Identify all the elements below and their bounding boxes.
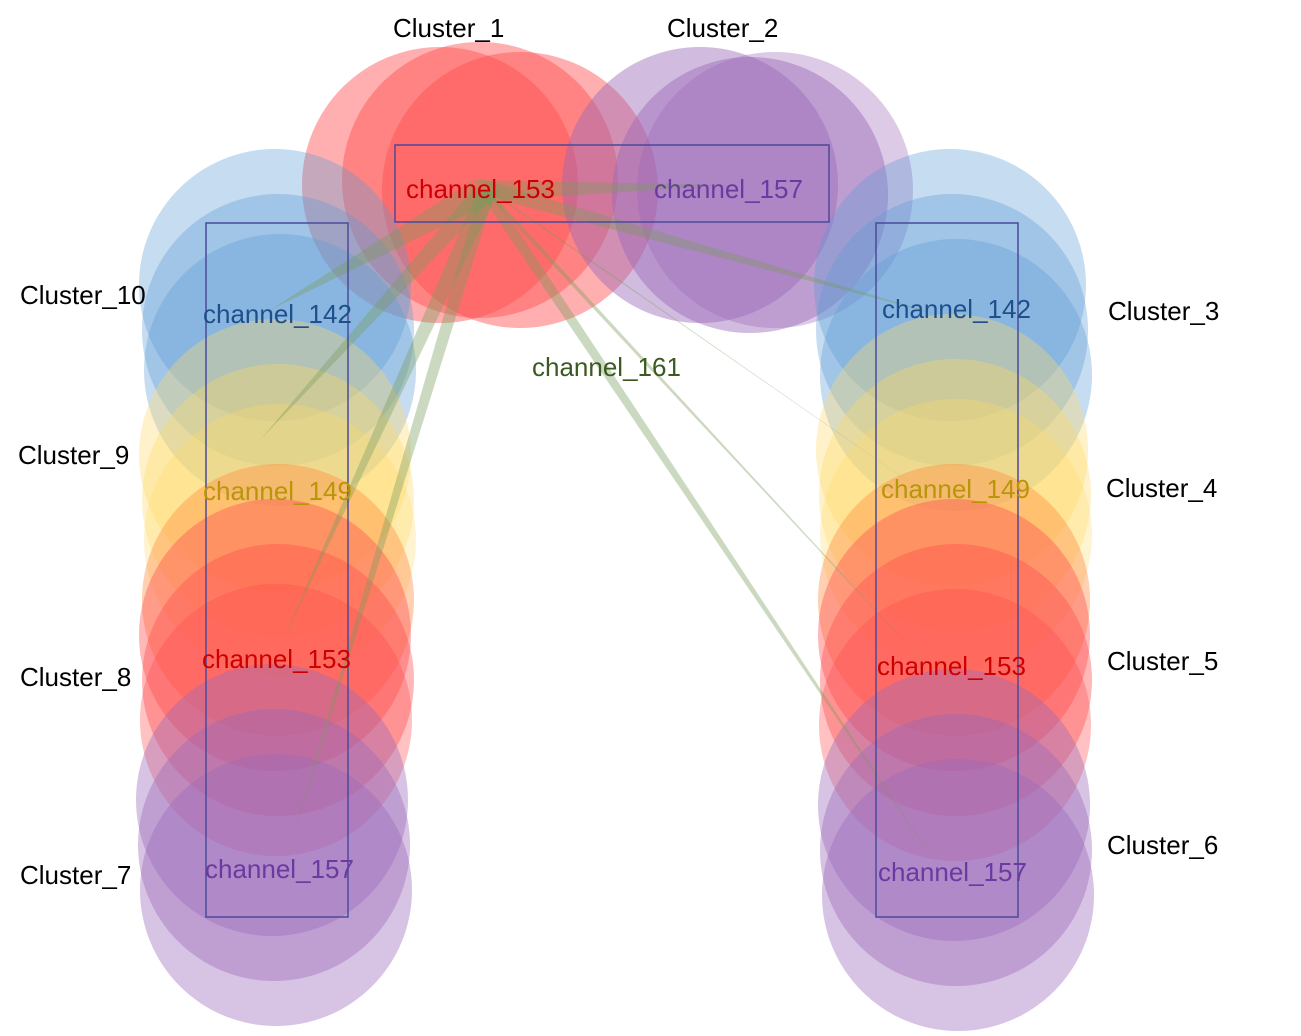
- top-cluster-box: [394, 144, 830, 223]
- blue-circle: [142, 194, 414, 466]
- channel-label-top-157: channel_157: [654, 174, 803, 204]
- yellow-circle: [142, 364, 414, 636]
- orange-circle: [142, 464, 414, 736]
- channel-label-center-161: channel_161: [532, 352, 681, 382]
- purple-circle: [612, 57, 888, 333]
- edge-to-right-142: [478, 178, 940, 315]
- right-column-circles: [814, 149, 1094, 1031]
- channel-label-left-149: channel_149: [203, 476, 352, 506]
- purple-circle: [562, 47, 838, 323]
- edge-to-top-157: [470, 180, 730, 200]
- purple-circle: [818, 669, 1090, 941]
- edge-to-left-142: [270, 182, 500, 310]
- purple-circle: [140, 754, 412, 1026]
- red-circle: [382, 52, 658, 328]
- channel-label-left-142: channel_142: [203, 299, 352, 329]
- channel-label-left-157: channel_157: [205, 854, 354, 884]
- orange-circle: [818, 464, 1090, 736]
- left-cluster-box: [205, 222, 349, 918]
- red-circle: [139, 499, 411, 771]
- edge-to-left-157: [292, 190, 495, 840]
- edges-channel-161: [260, 178, 940, 870]
- top-purple-circles: [562, 47, 913, 333]
- right-cluster-box: [875, 222, 1019, 918]
- blue-circle: [139, 149, 411, 421]
- red-circle: [140, 584, 412, 856]
- yellow-circle: [816, 314, 1088, 586]
- channel-label-right-142: channel_142: [882, 294, 1031, 324]
- red-circle: [342, 42, 618, 318]
- cluster-label-8: Cluster_8: [20, 662, 131, 692]
- yellow-circle: [819, 359, 1091, 631]
- edge-to-right-157: [476, 188, 940, 870]
- left-column-circles: [136, 149, 416, 1026]
- channel-label-right-149: channel_149: [881, 474, 1030, 504]
- yellow-circle: [139, 319, 411, 591]
- channel-label-right-157: channel_157: [878, 857, 1027, 887]
- channel-label-left-153: channel_153: [202, 644, 351, 674]
- channel-label-right-153: channel_153: [877, 651, 1026, 681]
- top-red-circles: [302, 42, 658, 328]
- red-circle: [142, 544, 414, 816]
- blue-circle: [816, 194, 1088, 466]
- cluster-label-10: Cluster_10: [20, 280, 146, 310]
- cluster-label-6: Cluster_6: [1107, 830, 1218, 860]
- edge-to-right-153: [478, 185, 940, 680]
- blue-circle: [820, 239, 1092, 511]
- red-circle: [819, 589, 1091, 861]
- cluster-label-4: Cluster_4: [1106, 473, 1217, 503]
- edge-to-left-153: [283, 190, 498, 640]
- cluster-label-1: Cluster_1: [393, 13, 504, 43]
- cluster-label-2: Cluster_2: [667, 13, 778, 43]
- cluster-label-7: Cluster_7: [20, 860, 131, 890]
- purple-circle: [822, 759, 1094, 1031]
- purple-circle: [820, 714, 1092, 986]
- edge-to-right-149: [476, 180, 935, 500]
- edge-to-left-149: [260, 188, 498, 440]
- red-circle: [820, 544, 1092, 816]
- yellow-circle: [820, 399, 1092, 671]
- red-circle: [818, 499, 1090, 771]
- purple-circle: [637, 52, 913, 328]
- cluster-label-3: Cluster_3: [1108, 296, 1219, 326]
- cluster-label-5: Cluster_5: [1107, 646, 1218, 676]
- red-circle: [302, 47, 578, 323]
- cluster-label-9: Cluster_9: [18, 440, 129, 470]
- channel-label-top-153: channel_153: [406, 174, 555, 204]
- purple-circle: [136, 664, 408, 936]
